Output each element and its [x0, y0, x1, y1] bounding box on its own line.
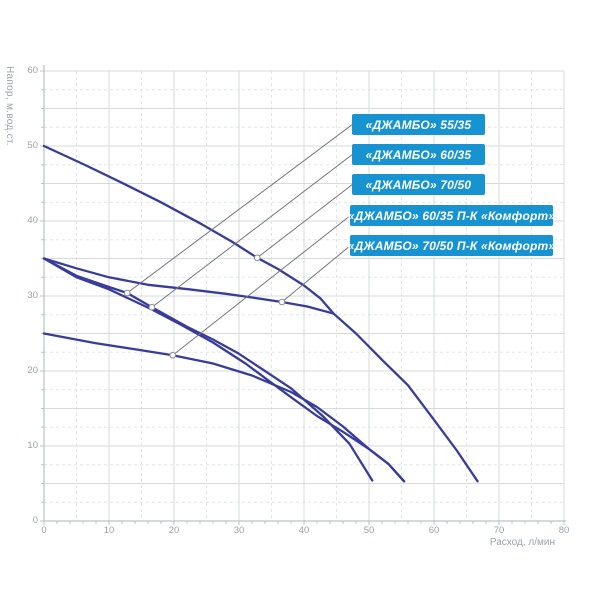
pump-curve-2	[42, 257, 374, 482]
callout-leader	[126, 123, 354, 294]
y-tick-label: 50	[27, 140, 38, 151]
y-tick-label: 60	[27, 65, 38, 76]
y-axis-title: Напор, м.вод.ст.	[4, 66, 15, 146]
curve-label-jumbo-70-50: «ДЖАМБО» 70/50	[352, 174, 485, 195]
curve-label-jumbo-55-35: «ДЖАМБО» 55/35	[352, 114, 485, 135]
callout-leader	[172, 214, 352, 356]
y-tick-label: 30	[27, 290, 38, 301]
callout-marker	[278, 298, 286, 306]
x-tick-label: 40	[298, 525, 310, 536]
curve-label-jumbo-70-50-pk-komfort: «ДЖАМБО» 70/50 П-К «Комфорт»	[348, 235, 555, 256]
x-tick-label: 30	[233, 525, 245, 536]
y-tick-label: 20	[27, 365, 38, 376]
callout-marker	[123, 289, 131, 297]
callout-marker	[253, 254, 261, 262]
callout-leader	[256, 183, 354, 259]
y-tick-label: 40	[27, 215, 38, 226]
x-tick-label: 70	[493, 525, 505, 536]
curve-label-jumbo-60-35-pk-komfort: «ДЖАМБО» 60/35 П-К «Комфорт»	[348, 205, 555, 226]
callout-marker	[148, 303, 156, 311]
callout-leader	[281, 244, 352, 303]
pump-curve-3	[42, 257, 406, 483]
pump-curve-1	[42, 257, 334, 315]
curve-label-jumbo-60-35: «ДЖАМБО» 60/35	[352, 144, 485, 165]
x-tick-label: 80	[558, 525, 570, 536]
x-tick-label: 0	[41, 525, 47, 536]
y-tick-label: 10	[27, 440, 38, 451]
callout-leader	[151, 153, 354, 308]
x-tick-label: 50	[363, 525, 375, 536]
x-tick-label: 10	[103, 525, 115, 536]
x-axis-title: Расход, л/мин	[489, 537, 555, 548]
callout-marker	[169, 351, 176, 359]
y-tick-label: 0	[32, 515, 38, 526]
pump-curve-0	[42, 144, 479, 483]
pump-curve-4	[42, 332, 406, 483]
x-tick-label: 20	[168, 525, 180, 536]
x-tick-label: 60	[428, 525, 440, 536]
